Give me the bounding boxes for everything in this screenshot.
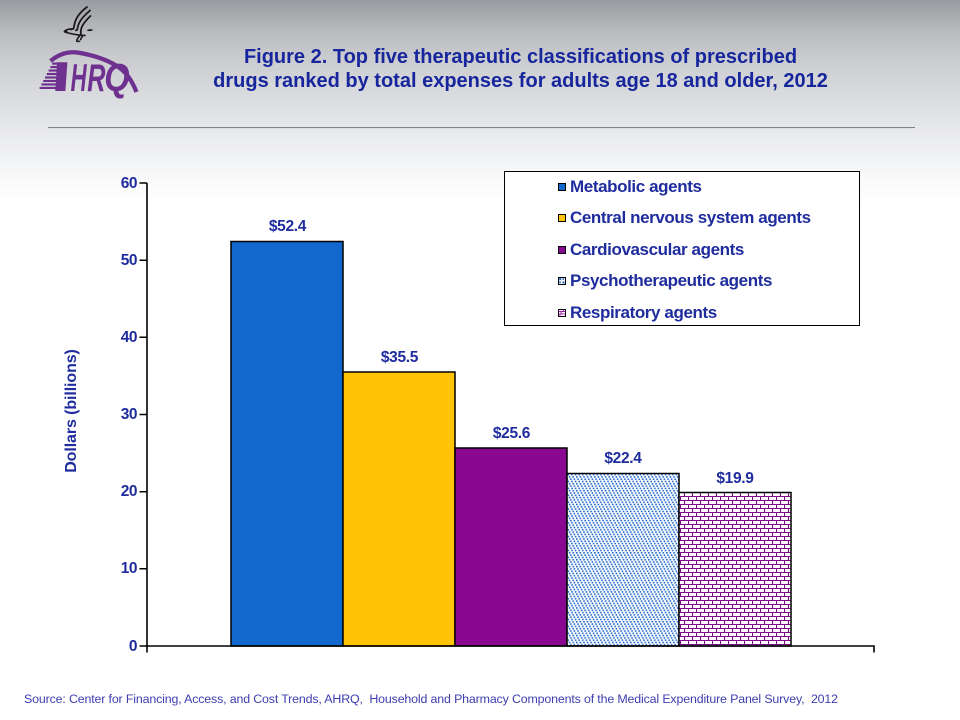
svg-text:H: H [71,55,88,99]
svg-text:Q: Q [104,55,129,100]
svg-text:R: R [87,55,105,99]
